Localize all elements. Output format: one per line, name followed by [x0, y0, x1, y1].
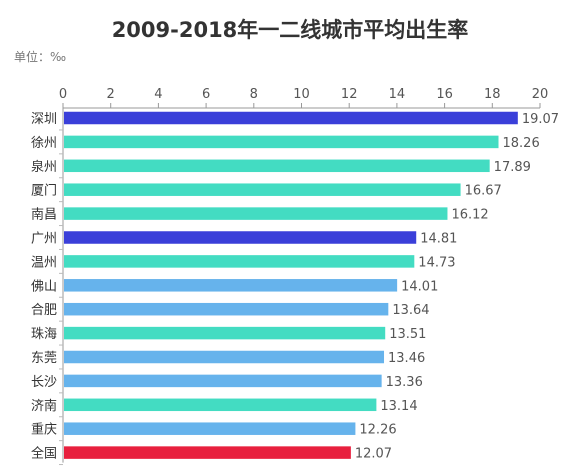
x-tick-label: 10 — [293, 87, 310, 102]
bar — [64, 231, 417, 244]
bar — [64, 302, 389, 316]
bar — [64, 207, 448, 220]
category-label: 长沙 — [31, 375, 57, 390]
data-label: 19.07 — [522, 112, 559, 127]
category-label: 厦门 — [31, 184, 57, 199]
data-label: 12.07 — [355, 447, 392, 462]
data-label: 13.64 — [392, 303, 429, 318]
x-tick-label: 2 — [107, 87, 115, 102]
bar — [64, 374, 382, 388]
category-label: 重庆 — [31, 422, 57, 438]
category-label: 东莞 — [31, 351, 57, 366]
x-tick-label: 20 — [532, 87, 549, 102]
x-tick-label: 6 — [202, 87, 210, 102]
data-label: 12.26 — [359, 423, 396, 438]
bar — [64, 422, 356, 435]
data-label: 17.89 — [494, 160, 531, 175]
x-tick-label: 12 — [341, 87, 358, 102]
category-label: 佛山 — [31, 279, 57, 294]
x-tick-label: 18 — [484, 87, 501, 102]
category-label: 南昌 — [31, 207, 57, 223]
bar — [64, 111, 518, 125]
bar — [64, 255, 415, 268]
category-label: 泉州 — [31, 159, 57, 175]
category-label: 徐州 — [31, 136, 57, 151]
data-label: 14.73 — [418, 255, 455, 270]
data-label: 18.26 — [503, 136, 540, 151]
x-tick-label: 8 — [250, 87, 258, 102]
category-label: 珠海 — [31, 327, 57, 342]
category-label: 深圳 — [31, 112, 57, 127]
bar — [64, 446, 351, 459]
x-tick-label: 4 — [154, 87, 162, 102]
bar — [64, 350, 385, 364]
x-tick-label: 0 — [59, 87, 67, 102]
bar — [64, 159, 490, 173]
data-label: 16.67 — [465, 184, 502, 199]
unit-label: 单位：‰ — [14, 50, 67, 64]
bar — [64, 398, 377, 412]
data-label: 14.81 — [420, 232, 457, 247]
data-label: 13.14 — [380, 399, 417, 414]
bar — [64, 135, 499, 149]
bar — [64, 279, 398, 292]
chart-title: 2009-2018年一二线城市平均出生率 — [111, 18, 469, 42]
data-label: 13.51 — [389, 327, 426, 342]
x-tick-label: 14 — [389, 87, 406, 102]
bar — [64, 183, 461, 196]
data-label: 13.46 — [388, 351, 425, 366]
category-label: 全国 — [31, 446, 57, 462]
category-label: 济南 — [31, 398, 57, 414]
data-label: 14.01 — [401, 279, 438, 294]
category-label: 温州 — [31, 255, 57, 270]
data-label: 13.36 — [386, 375, 423, 390]
data-label: 16.12 — [451, 208, 488, 223]
category-label: 广州 — [31, 232, 57, 247]
bar — [64, 326, 386, 340]
x-tick-label: 16 — [436, 87, 453, 102]
category-label: 合肥 — [31, 303, 57, 318]
